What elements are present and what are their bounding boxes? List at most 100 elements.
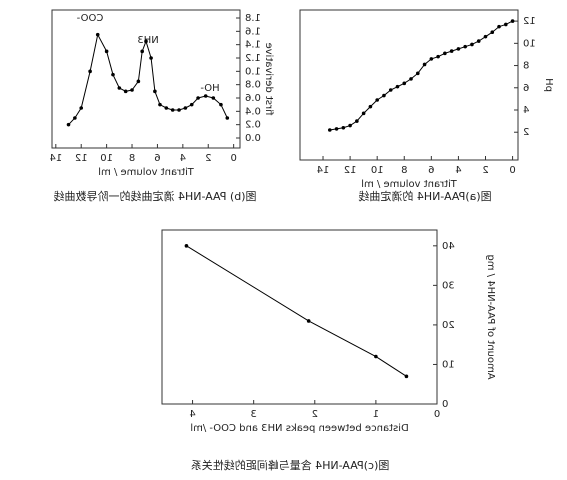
data-point <box>306 319 311 323</box>
x-tick-label: 6 <box>154 153 160 164</box>
data-point <box>436 54 440 59</box>
data-point <box>153 89 157 94</box>
plot-frame <box>51 9 241 149</box>
data-point <box>355 119 359 123</box>
x-tick-label: 4 <box>455 165 461 176</box>
y-tick-label: 1.8 <box>245 13 261 24</box>
x-tick-label: 0 <box>509 165 515 176</box>
plot-frame <box>299 9 519 161</box>
data-point <box>490 30 495 35</box>
y-tick-label: 1.2 <box>245 53 261 64</box>
data-point <box>476 39 481 43</box>
y-axis-label: Amount of PAA-NH4 / mg <box>485 254 496 379</box>
data-line <box>68 33 228 126</box>
y-tick-label: 0 <box>442 399 448 410</box>
data-point <box>164 106 169 110</box>
data-point <box>66 122 71 127</box>
data-point <box>123 89 128 94</box>
y-tick-label: 1.4 <box>245 40 261 51</box>
y-axis-label: pH <box>543 78 554 92</box>
data-point <box>327 128 332 132</box>
y-tick-label: 0.6 <box>245 93 261 104</box>
data-point <box>497 24 501 29</box>
y-tick-label: 10 <box>442 359 455 370</box>
data-point <box>374 354 378 359</box>
y-tick-label: 0.8 <box>245 80 261 91</box>
data-point <box>416 71 420 76</box>
x-tick-label: 2 <box>482 165 488 176</box>
y-tick-label: 0.4 <box>245 106 261 117</box>
chart-caption: 图(b) PAA-NH4 滴定曲线的一阶导数曲线 <box>53 189 256 203</box>
x-axis-label: Distance between peaks NH3 and COO- /ml <box>190 423 408 434</box>
x-tick-label: 2 <box>205 153 211 164</box>
x-tick-label: 6 <box>428 165 434 176</box>
x-tick-label: 1 <box>373 409 379 420</box>
y-tick-label: 20 <box>442 320 455 331</box>
data-point <box>140 49 144 54</box>
chart-caption: 图(c)PAA-NH4 含量与峰间距的线性关系 <box>191 458 390 472</box>
data-point <box>158 102 162 107</box>
data-point <box>104 49 109 54</box>
y-axis-label: first derivative <box>263 43 274 116</box>
data-point <box>429 57 434 61</box>
y-tick-label: 0.0 <box>245 133 261 144</box>
data-point <box>144 39 148 44</box>
data-point <box>73 116 77 120</box>
data-point <box>443 51 447 56</box>
data-point <box>510 19 515 23</box>
plot-frame <box>161 229 438 405</box>
data-point <box>375 98 379 102</box>
data-point <box>483 34 488 39</box>
data-line <box>186 245 407 377</box>
data-point <box>361 111 366 116</box>
data-point <box>196 96 200 100</box>
x-tick-label: 0 <box>434 409 440 420</box>
x-tick-label: 14 <box>317 165 330 176</box>
data-point <box>456 47 461 51</box>
data-point <box>463 44 467 49</box>
x-tick-label: 4 <box>180 153 186 164</box>
data-point <box>136 79 141 84</box>
data-point <box>203 94 208 98</box>
data-point <box>334 127 339 131</box>
data-point <box>348 123 352 128</box>
data-point <box>189 102 194 107</box>
x-tick-label: 0 <box>230 153 236 164</box>
data-point <box>111 72 115 77</box>
y-tick-label: 1.0 <box>245 66 261 77</box>
data-line <box>329 20 513 131</box>
data-point <box>368 104 373 109</box>
annotation: NH3 <box>137 35 158 46</box>
data-point <box>183 106 188 110</box>
data-point <box>79 106 84 110</box>
data-point <box>219 102 223 107</box>
annotation: HO- <box>200 83 220 94</box>
x-axis-label: Titrant volume / ml <box>98 167 194 178</box>
y-tick-label: 30 <box>442 280 455 291</box>
y-tick-label: 1.6 <box>245 26 261 37</box>
data-point <box>402 81 407 86</box>
data-point <box>130 88 134 92</box>
x-tick-label: 4 <box>189 409 195 420</box>
chart-caption: 图(a)PAA-NH4 的滴定曲线 <box>358 189 491 203</box>
data-point <box>449 49 454 53</box>
y-tick-label: 6 <box>523 83 529 94</box>
y-tick-label: 12 <box>523 16 536 27</box>
data-point <box>88 69 92 74</box>
data-point <box>177 108 181 112</box>
x-tick-label: 10 <box>371 165 384 176</box>
data-point <box>225 116 230 120</box>
data-point <box>184 244 189 248</box>
data-point <box>341 125 346 130</box>
data-point <box>211 96 216 100</box>
x-tick-label: 8 <box>129 153 135 164</box>
x-axis-label: Titrant volume / ml <box>361 179 457 190</box>
x-tick-label: 10 <box>100 153 113 164</box>
y-tick-label: 40 <box>442 241 455 252</box>
data-point <box>388 88 393 92</box>
y-tick-label: 10 <box>523 38 536 49</box>
data-point <box>149 56 153 60</box>
annotation: COO- <box>76 13 103 24</box>
data-point <box>504 22 508 27</box>
